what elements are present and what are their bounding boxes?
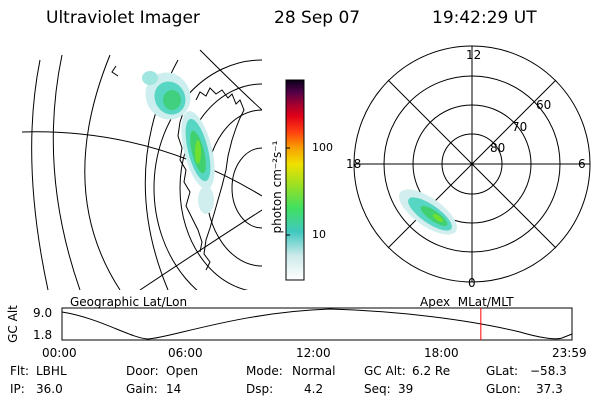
apex-label: Apex MLat/MLT <box>420 295 514 309</box>
gc-alt-tick-low: 1.8 <box>33 328 53 342</box>
seq-label: Seq: <box>364 382 391 396</box>
time-tick-2359: 23:59 <box>552 346 587 360</box>
altitude-strip-frame <box>61 307 573 341</box>
colorbar-tick-label-100: 100 <box>312 141 333 154</box>
mode-label: Mode: <box>246 364 283 378</box>
dsp-value: 4.2 <box>304 382 324 396</box>
gc-alt-tick-high: 9.0 <box>33 306 53 320</box>
glon-value: 37.3 <box>536 382 563 396</box>
time-tick-00: 00:00 <box>42 346 77 360</box>
polar-mlt-label-12: 12 <box>466 48 482 62</box>
colorbar-tick-label-10: 10 <box>312 228 326 241</box>
door-label: Door: <box>126 364 159 378</box>
time-tick-18: 18:00 <box>424 346 459 360</box>
ip-label: IP: <box>10 382 25 396</box>
polar-mlt-label-6: 6 <box>578 157 586 171</box>
date-label: 28 Sep 07 <box>274 8 361 28</box>
polar-lat-label-80: 80 <box>490 141 506 155</box>
polar-mlt-label-18: 18 <box>346 157 362 171</box>
mode-value: Normal <box>292 364 336 378</box>
glon-label: GLon: <box>486 382 521 396</box>
polar-lat-label-70: 70 <box>512 120 528 134</box>
flt-label: Flt: <box>10 364 29 378</box>
gc-alt-status-value: 6.2 Re <box>412 364 451 378</box>
gc-alt-status-label: GC Alt: <box>364 364 406 378</box>
dsp-label: Dsp: <box>246 382 274 396</box>
flt-value: LBHL <box>36 364 67 378</box>
ip-value: 36.0 <box>36 382 63 396</box>
time-tick-12: 12:00 <box>296 346 331 360</box>
polar-mlt-label-0: 0 <box>468 276 476 290</box>
instrument-title: Ultraviolet Imager <box>46 8 200 28</box>
time-tick-06: 06:00 <box>168 346 203 360</box>
altitude-curve <box>61 308 573 340</box>
door-value: Open <box>166 364 199 378</box>
seq-value: 39 <box>398 382 414 396</box>
glat-value: −58.3 <box>530 364 567 378</box>
glat-label: GLat: <box>486 364 519 378</box>
gain-label: Gain: <box>126 382 158 396</box>
polar-lat-label-60: 60 <box>536 98 552 112</box>
colorbar-gradient <box>285 79 305 281</box>
gain-value: 14 <box>166 382 182 396</box>
time-label: 19:42:29 UT <box>432 8 537 28</box>
geographic-label: Geographic Lat/Lon <box>70 295 188 309</box>
